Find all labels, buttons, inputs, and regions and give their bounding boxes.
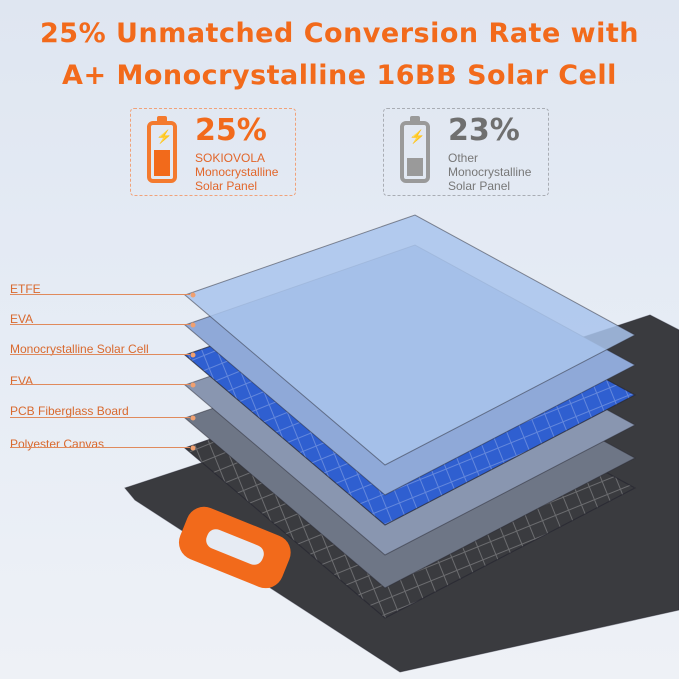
leader-line: [10, 294, 190, 295]
layer-label: PCB Fiberglass Board: [10, 404, 129, 418]
layer-label: Monocrystalline Solar Cell: [10, 342, 149, 356]
layer-label: EVA: [10, 374, 34, 388]
leader-line: [10, 447, 190, 448]
leader-line: [10, 354, 190, 355]
leader-line: [10, 417, 190, 418]
layer-label: Polyester Canvas: [10, 437, 105, 451]
battery-icon: ⚡: [147, 116, 177, 183]
layer-marker-dot: [190, 415, 196, 421]
layer-label: ETFE: [10, 282, 41, 296]
etfe-layer: [184, 214, 637, 466]
leader-line: [10, 324, 190, 325]
efficiency-percent: 23%: [448, 113, 520, 148]
efficiency-description: SOKIOVOLA Monocrystalline Solar Panel: [195, 151, 279, 193]
sokiovola-efficiency-card: ⚡ 25% SOKIOVOLA Monocrystalline Solar Pane…: [130, 108, 296, 196]
layer-marker-dot: [190, 445, 196, 451]
layer-marker-dot: [190, 352, 196, 358]
headline-line-2: A+ Monocrystalline 16BB Solar Cell: [62, 60, 617, 91]
efficiency-description: Other Monocrystalline Solar Panel: [448, 151, 532, 193]
battery-icon: ⚡: [400, 116, 430, 183]
headline-line-1: 25% Unmatched Conversion Rate with: [40, 18, 639, 49]
bolt-icon: ⚡: [409, 129, 426, 144]
layer-marker-dot: [190, 382, 196, 388]
other-efficiency-card: ⚡ 23% Other Monocrystalline Solar Panel: [383, 108, 549, 196]
layer-label: EVA: [10, 312, 34, 326]
efficiency-percent: 25%: [195, 113, 267, 148]
leader-line: [10, 384, 190, 385]
layer-marker-dot: [190, 322, 196, 328]
bolt-icon: ⚡: [156, 129, 173, 144]
layer-marker-dot: [190, 292, 196, 298]
handle-hole: [206, 529, 264, 565]
